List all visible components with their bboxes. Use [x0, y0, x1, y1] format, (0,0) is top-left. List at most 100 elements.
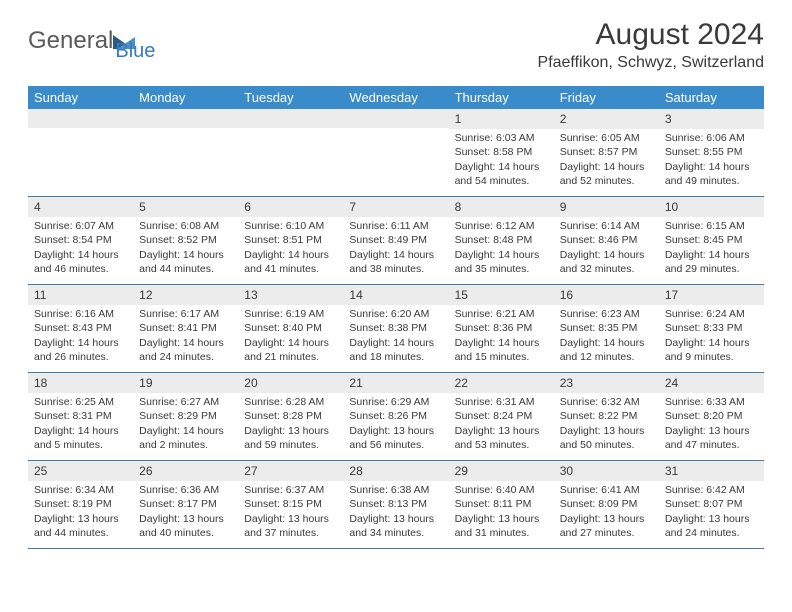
calendar: SundayMondayTuesdayWednesdayThursdayFrid…	[0, 86, 792, 549]
weeks-container: 1Sunrise: 6:03 AMSunset: 8:58 PMDaylight…	[28, 109, 764, 549]
daylight-text: Daylight: 13 hours and 50 minutes.	[560, 424, 653, 452]
sunrise-text: Sunrise: 6:42 AM	[665, 483, 758, 497]
daylight-text: Daylight: 13 hours and 44 minutes.	[34, 512, 127, 540]
sunrise-text: Sunrise: 6:27 AM	[139, 395, 232, 409]
sunset-text: Sunset: 8:45 PM	[665, 233, 758, 247]
sunrise-text: Sunrise: 6:20 AM	[349, 307, 442, 321]
day-cell	[238, 109, 343, 197]
day-cell: 17Sunrise: 6:24 AMSunset: 8:33 PMDayligh…	[659, 285, 764, 373]
day-number: 15	[449, 285, 554, 305]
day-number: 5	[133, 197, 238, 217]
day-number: 16	[554, 285, 659, 305]
day-number: 19	[133, 373, 238, 393]
day-number: 22	[449, 373, 554, 393]
daylight-text: Daylight: 13 hours and 37 minutes.	[244, 512, 337, 540]
day-number: 21	[343, 373, 448, 393]
sunrise-text: Sunrise: 6:14 AM	[560, 219, 653, 233]
day-info: Sunrise: 6:07 AMSunset: 8:54 PMDaylight:…	[28, 219, 133, 276]
day-number: 8	[449, 197, 554, 217]
sunset-text: Sunset: 8:43 PM	[34, 321, 127, 335]
day-info: Sunrise: 6:14 AMSunset: 8:46 PMDaylight:…	[554, 219, 659, 276]
sunset-text: Sunset: 8:58 PM	[455, 145, 548, 159]
daylight-text: Daylight: 14 hours and 52 minutes.	[560, 160, 653, 188]
sunset-text: Sunset: 8:07 PM	[665, 497, 758, 511]
empty-day-header	[238, 109, 343, 128]
sunset-text: Sunset: 8:31 PM	[34, 409, 127, 423]
week-row: 25Sunrise: 6:34 AMSunset: 8:19 PMDayligh…	[28, 461, 764, 549]
day-cell	[133, 109, 238, 197]
day-cell: 10Sunrise: 6:15 AMSunset: 8:45 PMDayligh…	[659, 197, 764, 285]
sunrise-text: Sunrise: 6:15 AM	[665, 219, 758, 233]
logo-text-general: General	[28, 27, 113, 55]
location: Pfaeffikon, Schwyz, Switzerland	[538, 54, 764, 72]
daylight-text: Daylight: 14 hours and 12 minutes.	[560, 336, 653, 364]
sunrise-text: Sunrise: 6:16 AM	[34, 307, 127, 321]
day-number: 29	[449, 461, 554, 481]
sunset-text: Sunset: 8:22 PM	[560, 409, 653, 423]
day-number: 3	[659, 109, 764, 129]
weekday-cell: Friday	[554, 86, 659, 109]
day-number: 2	[554, 109, 659, 129]
weekday-header-row: SundayMondayTuesdayWednesdayThursdayFrid…	[28, 86, 764, 109]
sunset-text: Sunset: 8:13 PM	[349, 497, 442, 511]
sunset-text: Sunset: 8:19 PM	[34, 497, 127, 511]
daylight-text: Daylight: 13 hours and 53 minutes.	[455, 424, 548, 452]
day-cell: 13Sunrise: 6:19 AMSunset: 8:40 PMDayligh…	[238, 285, 343, 373]
daylight-text: Daylight: 13 hours and 24 minutes.	[665, 512, 758, 540]
day-cell: 25Sunrise: 6:34 AMSunset: 8:19 PMDayligh…	[28, 461, 133, 549]
day-cell: 19Sunrise: 6:27 AMSunset: 8:29 PMDayligh…	[133, 373, 238, 461]
day-number: 26	[133, 461, 238, 481]
day-info: Sunrise: 6:36 AMSunset: 8:17 PMDaylight:…	[133, 483, 238, 540]
day-number: 20	[238, 373, 343, 393]
daylight-text: Daylight: 13 hours and 27 minutes.	[560, 512, 653, 540]
day-cell: 30Sunrise: 6:41 AMSunset: 8:09 PMDayligh…	[554, 461, 659, 549]
day-cell: 7Sunrise: 6:11 AMSunset: 8:49 PMDaylight…	[343, 197, 448, 285]
day-info: Sunrise: 6:40 AMSunset: 8:11 PMDaylight:…	[449, 483, 554, 540]
daylight-text: Daylight: 14 hours and 9 minutes.	[665, 336, 758, 364]
sunset-text: Sunset: 8:57 PM	[560, 145, 653, 159]
day-number: 17	[659, 285, 764, 305]
day-number: 14	[343, 285, 448, 305]
daylight-text: Daylight: 14 hours and 41 minutes.	[244, 248, 337, 276]
day-info: Sunrise: 6:31 AMSunset: 8:24 PMDaylight:…	[449, 395, 554, 452]
sunrise-text: Sunrise: 6:31 AM	[455, 395, 548, 409]
day-info: Sunrise: 6:16 AMSunset: 8:43 PMDaylight:…	[28, 307, 133, 364]
title-block: August 2024 Pfaeffikon, Schwyz, Switzerl…	[538, 18, 764, 72]
day-info: Sunrise: 6:19 AMSunset: 8:40 PMDaylight:…	[238, 307, 343, 364]
week-row: 18Sunrise: 6:25 AMSunset: 8:31 PMDayligh…	[28, 373, 764, 461]
daylight-text: Daylight: 13 hours and 59 minutes.	[244, 424, 337, 452]
day-cell: 9Sunrise: 6:14 AMSunset: 8:46 PMDaylight…	[554, 197, 659, 285]
day-info: Sunrise: 6:23 AMSunset: 8:35 PMDaylight:…	[554, 307, 659, 364]
day-cell: 28Sunrise: 6:38 AMSunset: 8:13 PMDayligh…	[343, 461, 448, 549]
day-number: 1	[449, 109, 554, 129]
empty-day-header	[343, 109, 448, 128]
day-info: Sunrise: 6:41 AMSunset: 8:09 PMDaylight:…	[554, 483, 659, 540]
day-cell: 15Sunrise: 6:21 AMSunset: 8:36 PMDayligh…	[449, 285, 554, 373]
daylight-text: Daylight: 14 hours and 49 minutes.	[665, 160, 758, 188]
day-cell: 21Sunrise: 6:29 AMSunset: 8:26 PMDayligh…	[343, 373, 448, 461]
day-cell: 26Sunrise: 6:36 AMSunset: 8:17 PMDayligh…	[133, 461, 238, 549]
sunrise-text: Sunrise: 6:34 AM	[34, 483, 127, 497]
daylight-text: Daylight: 14 hours and 35 minutes.	[455, 248, 548, 276]
week-row: 11Sunrise: 6:16 AMSunset: 8:43 PMDayligh…	[28, 285, 764, 373]
daylight-text: Daylight: 14 hours and 2 minutes.	[139, 424, 232, 452]
day-info: Sunrise: 6:06 AMSunset: 8:55 PMDaylight:…	[659, 131, 764, 188]
day-number: 11	[28, 285, 133, 305]
sunset-text: Sunset: 8:48 PM	[455, 233, 548, 247]
day-cell: 20Sunrise: 6:28 AMSunset: 8:28 PMDayligh…	[238, 373, 343, 461]
day-number: 24	[659, 373, 764, 393]
day-number: 6	[238, 197, 343, 217]
day-cell: 24Sunrise: 6:33 AMSunset: 8:20 PMDayligh…	[659, 373, 764, 461]
day-info: Sunrise: 6:05 AMSunset: 8:57 PMDaylight:…	[554, 131, 659, 188]
weekday-cell: Monday	[133, 86, 238, 109]
day-info: Sunrise: 6:42 AMSunset: 8:07 PMDaylight:…	[659, 483, 764, 540]
sunset-text: Sunset: 8:33 PM	[665, 321, 758, 335]
sunrise-text: Sunrise: 6:19 AM	[244, 307, 337, 321]
day-info: Sunrise: 6:29 AMSunset: 8:26 PMDaylight:…	[343, 395, 448, 452]
day-cell: 31Sunrise: 6:42 AMSunset: 8:07 PMDayligh…	[659, 461, 764, 549]
sunrise-text: Sunrise: 6:33 AM	[665, 395, 758, 409]
daylight-text: Daylight: 13 hours and 40 minutes.	[139, 512, 232, 540]
sunset-text: Sunset: 8:17 PM	[139, 497, 232, 511]
day-cell: 14Sunrise: 6:20 AMSunset: 8:38 PMDayligh…	[343, 285, 448, 373]
day-info: Sunrise: 6:34 AMSunset: 8:19 PMDaylight:…	[28, 483, 133, 540]
